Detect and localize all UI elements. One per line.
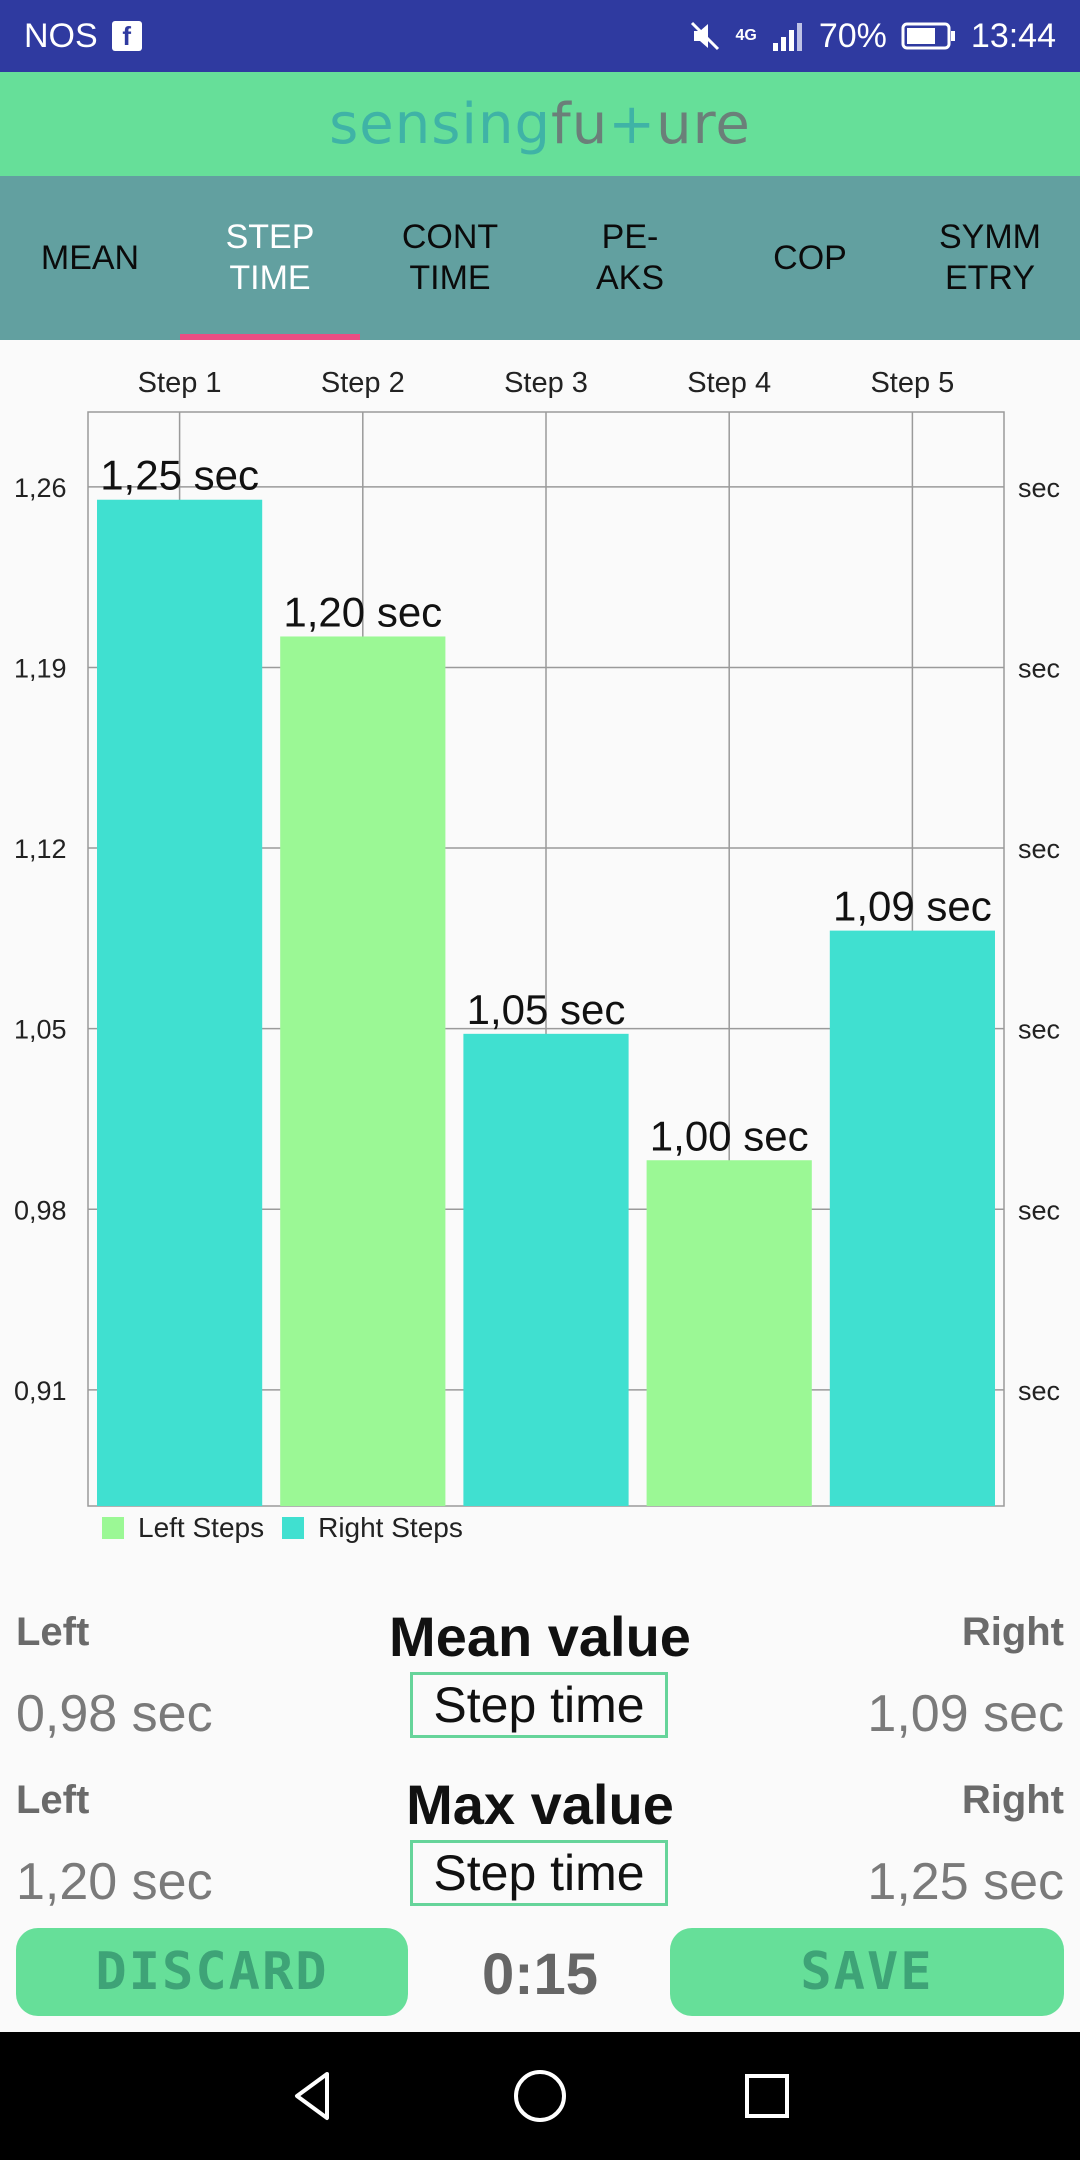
y-tick-label: 1,19 [14, 653, 67, 683]
step-time-chart: 0,91 sec 0,98 sec 1,05 sec 1,12 sec 1,19 sec 1,26 s… [14, 367, 1060, 1507]
tab-bar: MEAN STEP TIME CONT TIME PE- AKS COP SYMM ETR… [0, 176, 1080, 340]
status-right: 4G 70% 13:44 [688, 16, 1056, 56]
y-tick-label: 0,91 [14, 1376, 67, 1406]
right-axis-unit: sec [1018, 653, 1060, 683]
right-axis-unit: sec [1018, 1376, 1060, 1406]
mean-title: Mean value [389, 1605, 691, 1668]
bar-value-label: 1,00 sec [650, 1112, 809, 1159]
discard-button[interactable]: DISCARD [16, 1928, 408, 2016]
max-right-value: 1,25 sec [867, 1853, 1064, 1911]
recents-icon[interactable] [737, 2066, 797, 2126]
max-title: Max value [406, 1773, 674, 1836]
tab-mean[interactable]: MEAN [40, 238, 140, 277]
legend-item-right: Right Steps [282, 1512, 463, 1544]
tab-pe-aks[interactable]: PE- AKS [595, 218, 665, 297]
mute-icon [690, 21, 719, 51]
y-tick-label: 0,98 [14, 1195, 67, 1225]
bar-value-label: 1,25 sec [100, 452, 259, 499]
mean-left-label: Left [16, 1610, 90, 1654]
back-icon[interactable] [283, 2066, 343, 2126]
bar-value-label: 1,05 sec [467, 986, 626, 1033]
status-bar: NOS f 4G 70% 13:44 [0, 0, 1080, 72]
home-icon[interactable] [510, 2066, 570, 2126]
legend-label-right: Right Steps [318, 1512, 463, 1543]
status-left: NOS f [24, 17, 142, 56]
x-tick-label: Step 5 [870, 367, 954, 399]
legend-label-left: Left Steps [138, 1512, 265, 1543]
bar-value-label: 1,20 sec [283, 588, 442, 635]
bar-value-label: 1,09 sec [833, 883, 992, 930]
brand-logo: sensingfu+ure [329, 91, 751, 157]
battery-percent: 70% [818, 16, 887, 55]
x-tick-label: Step 3 [504, 367, 588, 399]
legend-item-left: Left Steps [102, 1512, 264, 1544]
battery-icon [901, 22, 955, 50]
signal-icon [772, 23, 802, 51]
bar-step-1 [97, 499, 263, 1506]
save-button[interactable]: SAVE [670, 1928, 1064, 2016]
app-header: sensingfu+ure [0, 72, 1080, 176]
x-tick-label: Step 1 [138, 367, 222, 399]
mean-right-label: Right [961, 1610, 1064, 1654]
bar-step-2 [280, 636, 446, 1506]
max-left-value: 1,20 sec [16, 1853, 213, 1911]
tab-cop[interactable]: COP [773, 238, 847, 277]
y-tick-label: 1,05 [14, 1015, 67, 1045]
x-tick-label: Step 4 [687, 367, 771, 399]
right-axis-unit: sec [1018, 1195, 1060, 1225]
y-tick-label: 1,12 [14, 834, 67, 864]
tab-step-time[interactable]: STEP TIME [180, 176, 360, 340]
tab-symm-etry[interactable]: SYMM ETRY [939, 218, 1041, 297]
facebook-notification-icon: f [111, 21, 142, 51]
max-right-label: Right [961, 1778, 1064, 1822]
max-value-row: Left Max value Right 1,20 sec Step time … [0, 1773, 1080, 1938]
bar-step-3 [463, 1033, 629, 1506]
max-left-label: Left [16, 1778, 90, 1822]
bar-step-4 [646, 1160, 812, 1506]
legend-swatch-left [102, 1517, 124, 1539]
max-metric-box: Step time [410, 1840, 668, 1906]
mean-value-row: Left Mean value Right 0,98 sec Step time… [0, 1605, 1080, 1770]
clock: 13:44 [970, 16, 1056, 55]
tab-cont-time[interactable]: CONT TIME [401, 218, 499, 297]
y-tick-label: 1,26 [14, 473, 67, 503]
carrier-label: NOS [24, 16, 98, 55]
bar-step-5 [829, 930, 995, 1506]
network-type: 4G [735, 27, 757, 44]
chart-legend: Left Steps Right Steps [102, 1512, 463, 1544]
mean-metric-box: Step time [410, 1672, 668, 1738]
system-nav-bar [0, 2032, 1080, 2160]
right-axis-unit: sec [1018, 1015, 1060, 1045]
recording-timer: 0:15 [481, 1941, 599, 2007]
mean-right-value: 1,09 sec [867, 1685, 1064, 1743]
mean-left-value: 0,98 sec [16, 1685, 213, 1743]
x-tick-label: Step 2 [321, 367, 405, 399]
right-axis-unit: sec [1018, 473, 1060, 503]
right-axis-unit: sec [1018, 834, 1060, 864]
legend-swatch-right [282, 1517, 305, 1539]
